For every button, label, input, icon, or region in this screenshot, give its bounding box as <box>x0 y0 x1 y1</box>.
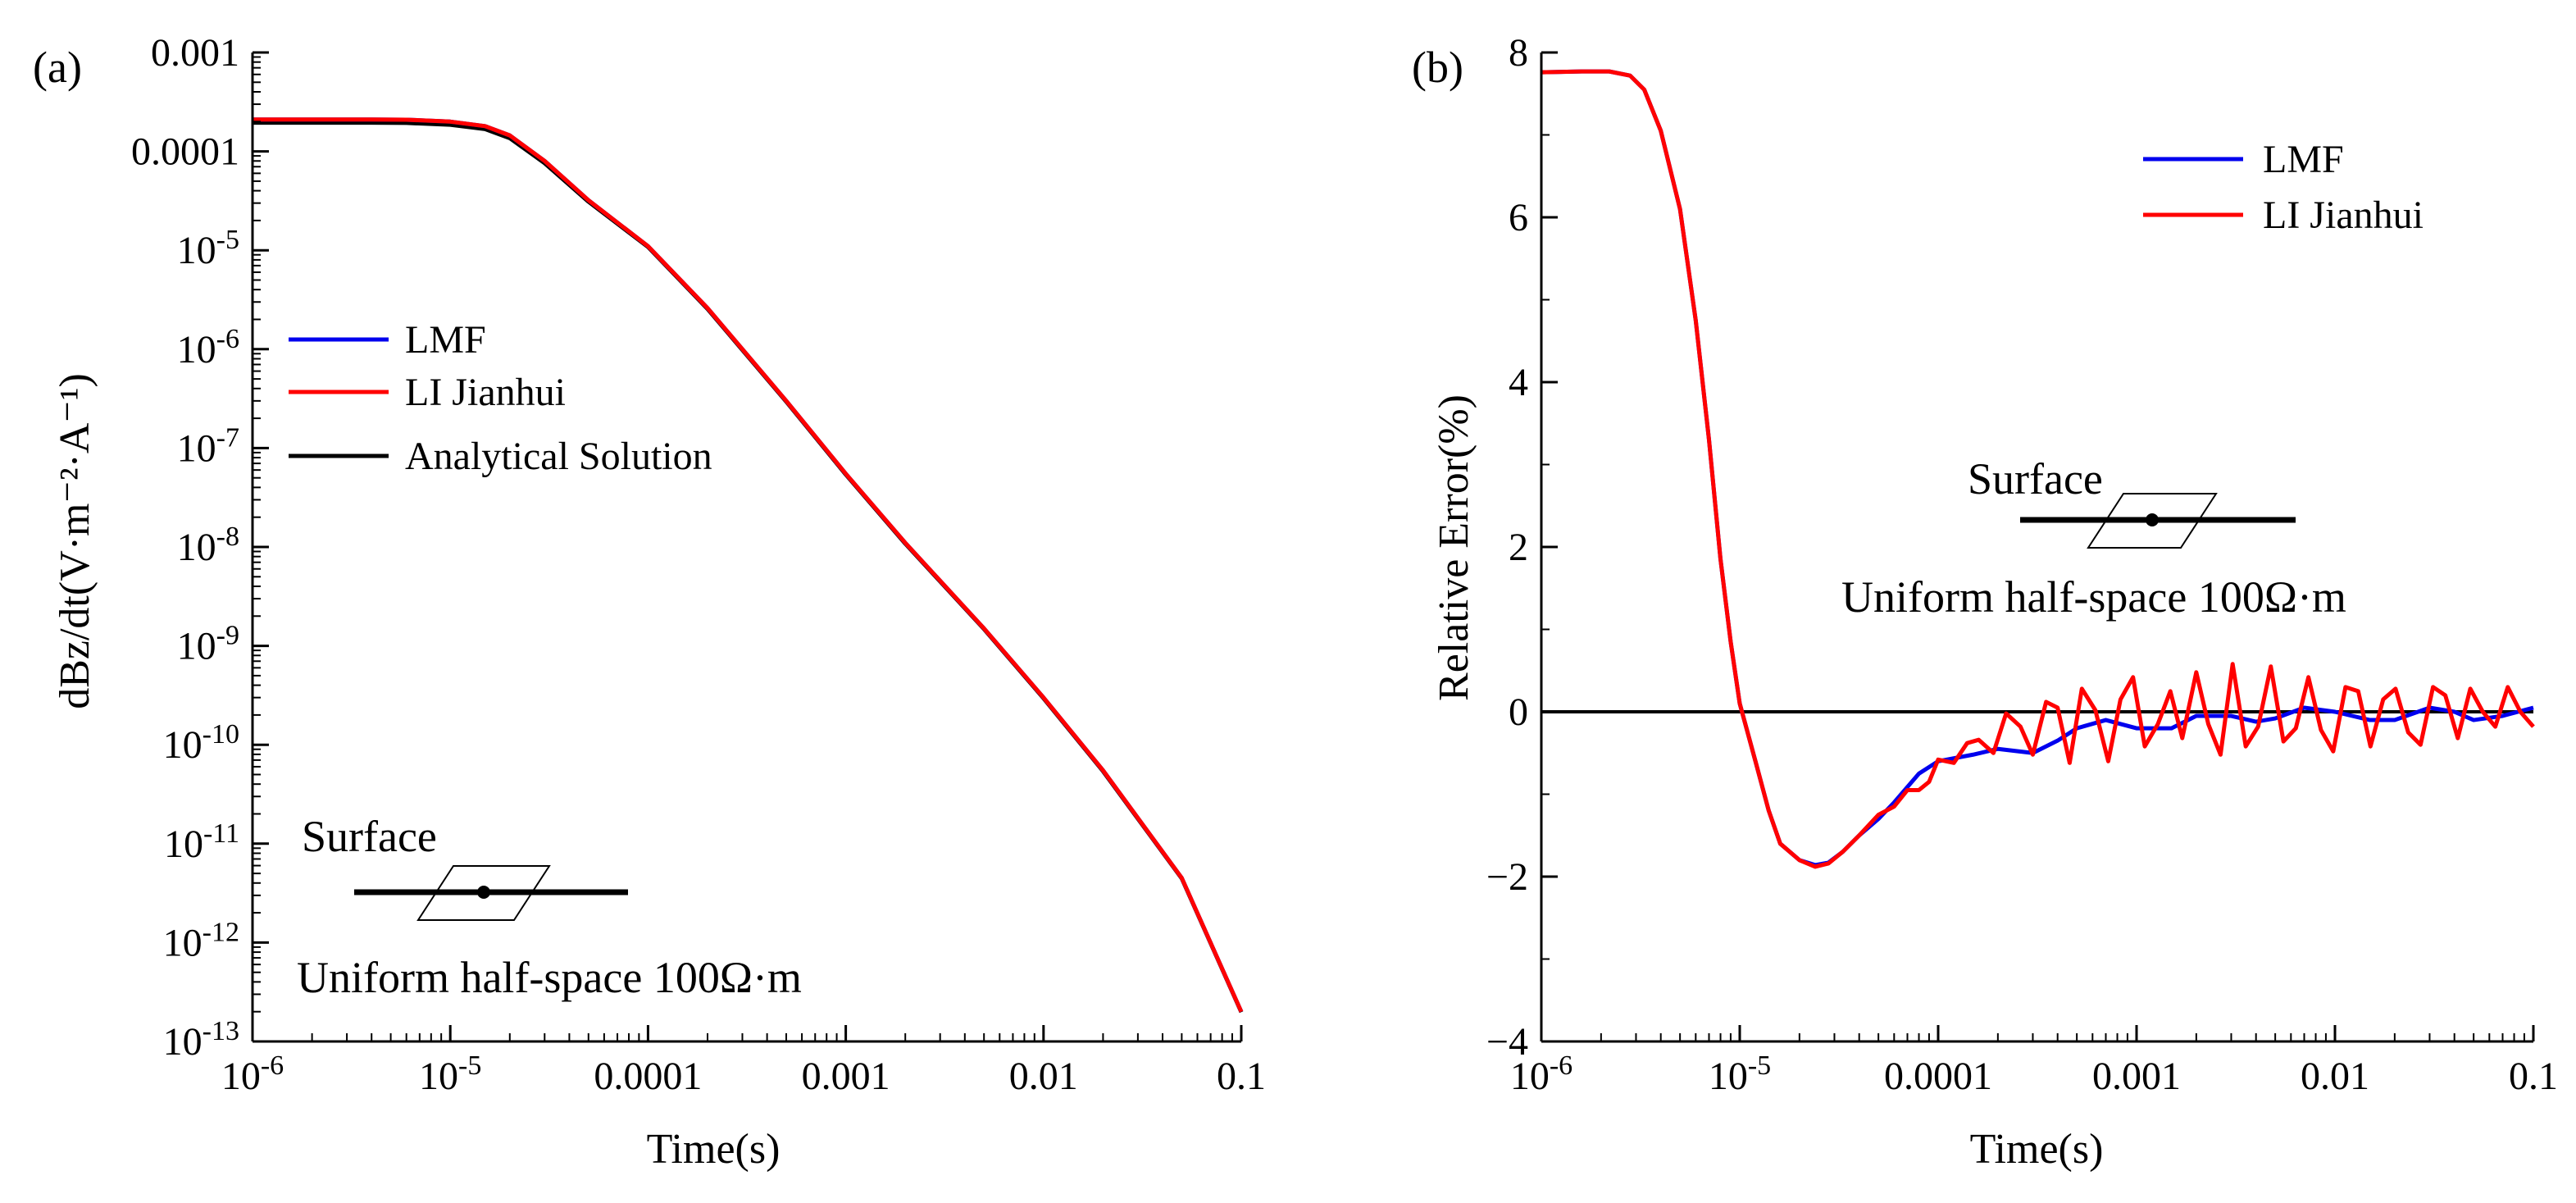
panel-a-y-axis-title: dBz/dt(V·m⁻²·A⁻¹) <box>52 373 98 709</box>
x-tick-label-exponent: -6 <box>261 1050 284 1081</box>
panel-b-y-axis-title: Relative Error(%) <box>1431 394 1477 701</box>
y-tick-label-base: 10 <box>177 229 216 272</box>
x-tick-label: 0.001 <box>802 1055 890 1098</box>
panel-a-x-ticks: 10-6 10-5 0.0001 0.001 0.01 0.1 <box>221 1025 1266 1098</box>
panel-a-label: (a) <box>33 43 82 92</box>
series-line-li-jianhui <box>1541 69 2535 869</box>
panel-b-halfspace-label: Uniform half-space 100Ω·m <box>1841 572 2346 622</box>
y-tick-label: 10-13 <box>163 1016 239 1064</box>
panel-b-x-ticks: 10-6 10-5 0.0001 0.001 0.01 0.1 <box>1510 1025 2558 1098</box>
x-tick-label: 0.1 <box>1217 1055 1266 1098</box>
y-tick-label: 0.0001 <box>131 130 239 174</box>
x-tick-label: 0.0001 <box>594 1055 702 1098</box>
panel-a-legend: LMF LI Jianhui Analytical Solution <box>289 318 712 478</box>
x-tick-label: 0.01 <box>1009 1055 1078 1098</box>
panel-b-x-axis-title: Time(s) <box>1970 1126 2104 1173</box>
panel-a-halfspace-label: Uniform half-space 100Ω·m <box>297 953 802 1002</box>
panel-b-legend-label-lmf: LMF <box>2263 138 2344 181</box>
panel-b-label: (b) <box>1412 43 1463 92</box>
series-line-lmf <box>253 117 1244 1013</box>
series-line-li-jianhui <box>253 117 1244 1013</box>
panel-a-series-group <box>253 117 1244 1014</box>
x-tick-label-base: 10 <box>1510 1055 1550 1098</box>
panel-b-surface-label: Surface <box>1968 454 2103 504</box>
y-tick-label-base: 10 <box>177 328 216 371</box>
y-tick-label: 10-7 <box>177 422 239 470</box>
panel-a-surface-dot <box>477 886 490 899</box>
y-tick-label-base: 10 <box>163 1020 203 1064</box>
x-tick-label: 10-6 <box>1510 1050 1572 1098</box>
panel-a-legend-label-li: LI Jianhui <box>405 371 566 414</box>
panel-b-surface-dot <box>2146 513 2159 526</box>
panel-b-legend-label-li: LI Jianhui <box>2263 194 2424 237</box>
y-tick-label-exponent: -9 <box>216 621 239 651</box>
panel-a-x-axis-title: Time(s) <box>647 1126 781 1173</box>
y-tick-label-exponent: -10 <box>203 719 239 750</box>
x-tick-label: 0.0001 <box>1884 1055 1992 1098</box>
x-tick-label-base: 10 <box>419 1055 458 1098</box>
panel-a-surface-plate <box>416 865 551 921</box>
y-tick-label: 10-5 <box>177 225 239 272</box>
x-tick-label: 10-6 <box>221 1050 284 1098</box>
y-tick-label: −4 <box>1486 1020 1528 1064</box>
y-tick-label-exponent: -8 <box>216 522 239 552</box>
y-tick-label: 10-6 <box>177 324 239 371</box>
panel-b-surface-plate <box>2087 493 2218 549</box>
y-tick-label-base: 10 <box>177 625 216 668</box>
x-tick-label: 0.01 <box>2301 1055 2369 1098</box>
y-tick-label-exponent: -5 <box>216 225 239 255</box>
y-tick-label-base: 10 <box>164 823 203 866</box>
panel-a-legend-label-analytic: Analytical Solution <box>405 435 712 478</box>
x-tick-label: 0.001 <box>2092 1055 2181 1098</box>
y-tick-label: 0 <box>1509 690 1528 734</box>
y-tick-label-exponent: -7 <box>216 422 239 453</box>
y-tick-label: 10-9 <box>177 621 239 668</box>
y-tick-label: 10-12 <box>163 917 239 964</box>
panel-a-surface-label: Surface <box>302 812 437 861</box>
y-tick-label: −2 <box>1486 855 1528 899</box>
x-tick-label-exponent: -5 <box>1748 1050 1771 1081</box>
panel-b-y-ticks: 8 6 4 2 0 −2 −4 <box>1486 31 1558 1064</box>
y-tick-label: 8 <box>1509 31 1528 75</box>
y-tick-label: 4 <box>1509 361 1528 404</box>
panel-a: (a) 10-6 10-5 0.0001 0.001 0.01 0.1 0.0010.00… <box>33 31 1266 1173</box>
panel-b-legend: LMF LI Jianhui <box>2143 138 2424 237</box>
series-line-analytical-solution <box>253 121 1244 1014</box>
panel-a-legend-label-lmf: LMF <box>405 318 486 362</box>
y-tick-label-exponent: -12 <box>203 917 239 947</box>
y-tick-label: 0.001 <box>151 31 239 75</box>
y-tick-label-exponent: -6 <box>216 324 239 354</box>
y-tick-label: 10-8 <box>177 522 239 569</box>
y-tick-label: 10-11 <box>164 818 239 866</box>
x-tick-label-exponent: -6 <box>1550 1050 1572 1081</box>
y-tick-label: 10-10 <box>163 719 239 767</box>
x-tick-label: 10-5 <box>1709 1050 1771 1098</box>
y-tick-label: 2 <box>1509 526 1528 569</box>
y-tick-label: 6 <box>1509 196 1528 239</box>
x-tick-label-base: 10 <box>221 1055 261 1098</box>
y-tick-label-base: 10 <box>163 723 203 767</box>
panel-b-series-group <box>1541 69 2535 869</box>
panel-b-surface-diagram: Surface Uniform half-space 100Ω·m <box>1841 454 2346 622</box>
y-tick-label-exponent: -13 <box>203 1016 239 1046</box>
y-tick-label-base: 10 <box>177 526 216 569</box>
panel-a-y-ticks: 0.0010.000110-510-610-710-810-910-1010-1… <box>131 31 269 1064</box>
x-tick-label: 10-5 <box>419 1050 481 1098</box>
panel-a-surface-diagram: Surface Uniform half-space 100Ω·m <box>297 812 802 1002</box>
y-tick-label-exponent: -11 <box>203 818 239 849</box>
y-tick-label-base: 10 <box>177 426 216 470</box>
x-tick-label: 0.1 <box>2509 1055 2558 1098</box>
y-tick-label-base: 10 <box>163 921 203 964</box>
panel-b: (b) 10-6 10-5 0.0001 0.001 0.01 0.1 86420−2−4… <box>1412 31 2558 1173</box>
x-tick-label-exponent: -5 <box>458 1050 481 1081</box>
x-tick-label-base: 10 <box>1709 1055 1748 1098</box>
